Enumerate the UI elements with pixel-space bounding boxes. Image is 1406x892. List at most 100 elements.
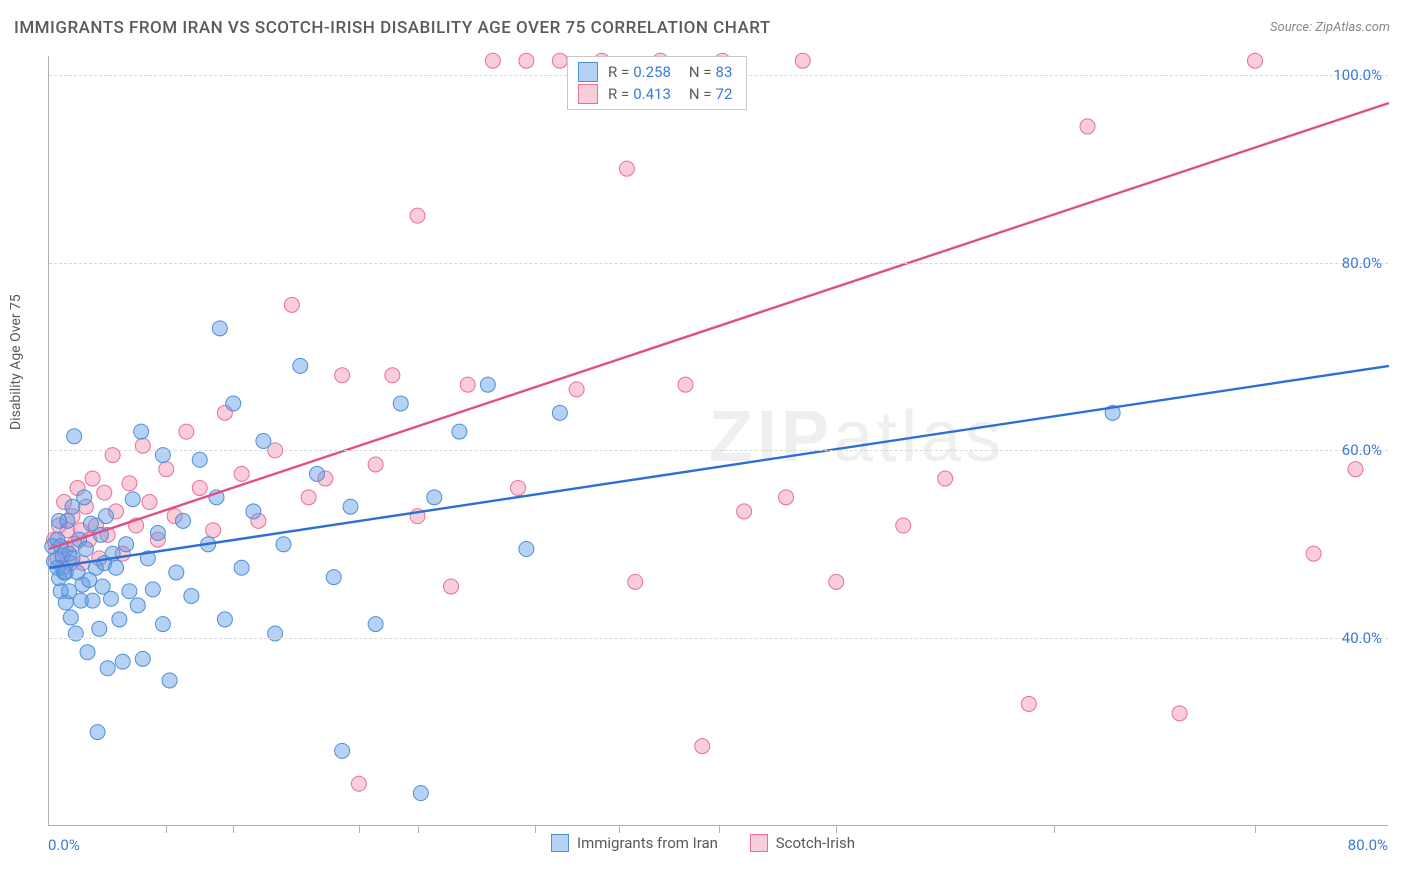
- x-tick: [166, 825, 167, 833]
- data-point: [142, 495, 157, 510]
- data-point: [135, 651, 150, 666]
- data-point: [335, 743, 350, 758]
- data-point: [619, 161, 634, 176]
- data-point: [122, 476, 137, 491]
- data-point: [310, 466, 325, 481]
- data-point: [192, 452, 207, 467]
- y-tick-label: 100.0%: [1333, 66, 1382, 84]
- gridline: [49, 638, 1388, 639]
- data-point: [452, 424, 467, 439]
- chart-title: IMMIGRANTS FROM IRAN VS SCOTCH-IRISH DIS…: [14, 18, 771, 38]
- data-point: [145, 582, 160, 597]
- data-point: [460, 377, 475, 392]
- s2-legend-swatch-icon: [750, 834, 768, 852]
- data-point: [552, 53, 567, 68]
- data-point: [122, 584, 137, 599]
- s1-legend-swatch-icon: [551, 834, 569, 852]
- data-point: [206, 523, 221, 538]
- data-point: [427, 490, 442, 505]
- data-point: [159, 462, 174, 477]
- data-point: [737, 504, 752, 519]
- legend-item-s1: Immigrants from Iran: [551, 834, 718, 852]
- x-tick: [535, 825, 536, 833]
- data-point: [226, 396, 241, 411]
- data-point: [511, 480, 526, 495]
- data-point: [67, 429, 82, 444]
- data-point: [326, 570, 341, 585]
- data-point: [60, 513, 75, 528]
- data-point: [246, 504, 261, 519]
- data-point: [1306, 546, 1321, 561]
- data-point: [293, 358, 308, 373]
- data-point: [1348, 462, 1363, 477]
- data-point: [1080, 119, 1095, 134]
- data-point: [485, 53, 500, 68]
- data-point: [829, 574, 844, 589]
- stats-row-s2: R = 0.413 N = 72: [570, 83, 744, 105]
- data-point: [1172, 706, 1187, 721]
- x-tick: [418, 825, 419, 833]
- data-point: [103, 591, 118, 606]
- x-tick: [836, 825, 837, 833]
- data-point: [77, 490, 92, 505]
- data-point: [569, 382, 584, 397]
- data-point: [519, 541, 534, 556]
- data-point: [80, 645, 95, 660]
- data-point: [85, 593, 100, 608]
- data-point: [480, 377, 495, 392]
- data-point: [169, 565, 184, 580]
- data-point: [212, 321, 227, 336]
- data-point: [97, 485, 112, 500]
- data-point: [410, 208, 425, 223]
- data-point: [234, 560, 249, 575]
- stats-row-s1: R = 0.258 N = 83: [570, 61, 744, 83]
- x-tick: [719, 825, 720, 833]
- correlation-stats-box: R = 0.258 N = 83 R = 0.413 N = 72: [567, 56, 747, 110]
- data-point: [678, 377, 693, 392]
- data-point: [896, 518, 911, 533]
- data-point: [779, 490, 794, 505]
- x-tick: [359, 825, 360, 833]
- trend-line: [49, 103, 1389, 549]
- y-tick-label: 60.0%: [1342, 441, 1382, 459]
- data-point: [92, 621, 107, 636]
- data-point: [150, 526, 165, 541]
- trend-line: [49, 366, 1389, 568]
- data-point: [112, 612, 127, 627]
- data-point: [368, 457, 383, 472]
- data-point: [1021, 696, 1036, 711]
- s1-swatch-icon: [578, 62, 598, 82]
- data-point: [335, 368, 350, 383]
- data-point: [63, 610, 78, 625]
- data-point: [179, 424, 194, 439]
- data-point: [368, 617, 383, 632]
- gridline: [49, 450, 1388, 451]
- y-tick-label: 80.0%: [1342, 254, 1382, 272]
- data-point: [98, 509, 113, 524]
- data-point: [393, 396, 408, 411]
- data-point: [284, 297, 299, 312]
- data-point: [134, 424, 149, 439]
- data-point: [217, 612, 232, 627]
- data-point: [695, 739, 710, 754]
- s2-swatch-icon: [578, 84, 598, 104]
- data-point: [628, 574, 643, 589]
- data-point: [100, 661, 115, 676]
- x-tick: [1255, 825, 1256, 833]
- data-point: [192, 480, 207, 495]
- y-tick-label: 40.0%: [1342, 629, 1382, 647]
- data-point: [385, 368, 400, 383]
- data-point: [276, 537, 291, 552]
- data-point: [125, 492, 140, 507]
- x-tick: [1054, 825, 1055, 833]
- data-point: [301, 490, 316, 505]
- data-point: [351, 776, 366, 791]
- x-tick: [619, 825, 620, 833]
- source-label: Source: ZipAtlas.com: [1270, 20, 1390, 35]
- data-point: [155, 617, 170, 632]
- x-tick: [233, 825, 234, 833]
- data-point: [343, 499, 358, 514]
- data-point: [90, 725, 105, 740]
- data-point: [938, 471, 953, 486]
- data-point: [162, 673, 177, 688]
